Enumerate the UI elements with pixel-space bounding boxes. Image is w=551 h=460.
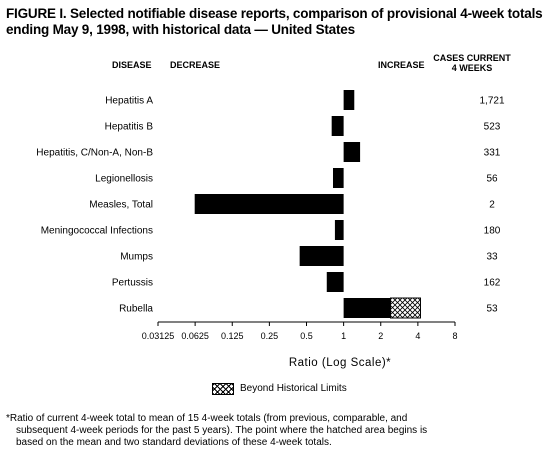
disease-column-header: DISEASE [112, 60, 152, 70]
x-tick-label: 0.125 [221, 331, 244, 341]
x-tick-label: 0.25 [261, 331, 279, 341]
legend-label: Beyond Historical Limits [240, 383, 347, 394]
bar-hatched-segment [390, 297, 421, 319]
x-tick-label: 1 [341, 331, 346, 341]
cases-value: 331 [484, 148, 501, 159]
category-label: Pertussis [112, 278, 153, 289]
x-tick-label: 4 [415, 331, 420, 341]
footnote-line: *Ratio of current 4-week total to mean o… [6, 413, 408, 424]
x-tick-label: 0.03125 [142, 331, 175, 341]
category-label: Measles, Total [89, 200, 153, 211]
x-tick-label: 0.0625 [181, 331, 209, 341]
bar [332, 168, 344, 188]
category-label: Mumps [120, 252, 153, 263]
category-label: Meningococcal Infections [41, 226, 153, 237]
increase-header: INCREASE [378, 60, 425, 70]
x-axis-label: Ratio (Log Scale)* [288, 357, 392, 369]
figure-title: FIGURE I. Selected notifiable disease re… [6, 6, 543, 37]
cases-value: 56 [486, 174, 498, 185]
category-label: Hepatitis, C/Non-A, Non-B [36, 148, 153, 159]
footnote: *Ratio of current 4-week total to mean o… [6, 413, 545, 449]
cases-value: 53 [486, 304, 498, 315]
bar [334, 220, 344, 240]
footnote-line: based on the mean and two standard devia… [16, 437, 332, 448]
category-label: Hepatitis A [105, 96, 153, 107]
footnote-line: subsequent 4-week periods for the past 5… [16, 425, 428, 436]
cases-value: 162 [484, 278, 501, 289]
category-label: Rubella [119, 304, 153, 315]
cases-value: 523 [484, 122, 501, 133]
legend-hatch-swatch [212, 383, 234, 395]
cases-value: 33 [486, 252, 498, 263]
bar [194, 194, 344, 214]
category-label: Legionellosis [95, 174, 153, 185]
bar [343, 90, 355, 110]
bar [343, 298, 391, 318]
bar [331, 116, 344, 136]
bar [326, 272, 344, 292]
x-tick-label: 2 [378, 331, 383, 341]
cases-value: 180 [484, 226, 501, 237]
x-tick-label: 0.5 [300, 331, 313, 341]
cases-value: 2 [489, 200, 495, 211]
bar [343, 142, 361, 162]
decrease-header: DECREASE [170, 60, 221, 70]
cases-value: 1,721 [479, 96, 504, 107]
bar [299, 246, 344, 266]
x-tick-label: 8 [452, 331, 457, 341]
category-label: Hepatitis B [105, 122, 154, 133]
cases-column-header: CASES CURRENT 4 WEEKS [433, 53, 511, 73]
